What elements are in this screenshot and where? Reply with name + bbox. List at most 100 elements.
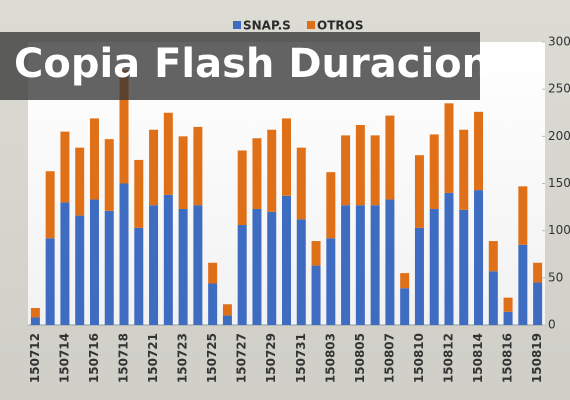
bar-segment (149, 129, 159, 206)
bar-segment (252, 208, 262, 325)
x-tick-label: 150727 (235, 333, 249, 383)
bar-segment (193, 126, 203, 206)
x-tick-label: 150729 (264, 333, 278, 383)
bar-segment (104, 139, 114, 211)
x-tick-label: 150714 (57, 333, 71, 383)
bar-segment (30, 317, 40, 325)
chart-title: Copia Flash Duracion (14, 41, 490, 87)
x-tick-label: 150814 (471, 333, 485, 383)
bar-segment (163, 112, 173, 195)
legend-swatch (233, 21, 241, 29)
bar-segment (178, 136, 188, 209)
bar-segment (119, 70, 129, 184)
x-tick-label: 150805 (353, 333, 367, 383)
bar-segment (370, 135, 380, 206)
x-tick-label: 150810 (412, 333, 426, 383)
bar-segment (45, 171, 55, 239)
bar-segment (104, 210, 114, 325)
bar-segment (149, 205, 159, 325)
y-tick-label: 300 (548, 35, 570, 49)
bar-segment (60, 131, 70, 203)
bar-segment (459, 129, 469, 210)
bar-segment (178, 208, 188, 325)
y-tick-label: 50 (548, 270, 563, 284)
bar-segment (385, 199, 395, 325)
x-tick-label: 150718 (117, 333, 131, 383)
bar-segment (267, 211, 277, 325)
bar-segment (400, 288, 410, 325)
bar-segment (355, 125, 365, 206)
bar-segment (474, 111, 484, 191)
bar-segment (533, 282, 543, 325)
bar-segment (414, 227, 424, 325)
bar-segment (163, 194, 173, 325)
bar-segment (267, 129, 277, 212)
bar-segment (208, 262, 218, 284)
bar-segment (341, 205, 351, 325)
bar-segment (237, 150, 247, 226)
bar-segment (282, 195, 291, 325)
bar-segment (326, 238, 336, 325)
title-overlay (0, 32, 480, 100)
bar-segment (488, 271, 498, 325)
bar-segment (444, 103, 454, 193)
x-tick-label: 150716 (87, 333, 101, 383)
bar-segment (385, 115, 395, 200)
bar-segment (30, 308, 40, 318)
bar-segment (533, 262, 543, 283)
bar-segment (296, 219, 306, 325)
bar-segment (414, 155, 424, 228)
bar-segment (134, 227, 144, 325)
bar-segment (193, 205, 203, 325)
x-tick-label: 150812 (441, 333, 455, 383)
bar-segment (503, 297, 513, 312)
legend-swatch (307, 21, 315, 29)
bar-segment (474, 190, 484, 325)
x-tick-label: 150731 (294, 333, 308, 383)
bar-segment (282, 118, 291, 196)
bar-segment (252, 138, 262, 209)
bar-segment (518, 186, 528, 245)
bar-segment (311, 241, 321, 266)
legend-label: OTROS (317, 19, 363, 33)
x-tick-label: 150712 (28, 333, 42, 383)
y-tick-label: 250 (548, 82, 570, 96)
x-tick-label: 150807 (382, 333, 396, 383)
x-tick-label: 150723 (176, 333, 190, 383)
x-tick-label: 150725 (205, 333, 219, 383)
bar-segment (355, 205, 365, 325)
bar-segment (60, 202, 70, 325)
bar-segment (370, 205, 380, 325)
bar-segment (75, 215, 85, 325)
x-tick-label: 150819 (530, 333, 544, 383)
bar-segment (341, 135, 351, 206)
bar-segment (208, 283, 218, 325)
y-tick-label: 150 (548, 176, 570, 190)
bar-segment (296, 147, 306, 220)
bar-segment (429, 208, 439, 325)
bar-segment (119, 183, 129, 325)
bar-segment (503, 311, 513, 325)
x-tick-label: 150816 (501, 333, 515, 383)
y-tick-label: 200 (548, 129, 570, 143)
legend-label: SNAP.S (243, 19, 291, 33)
bar-segment (89, 118, 99, 200)
y-tick-label: 100 (548, 223, 570, 237)
bar-segment (429, 134, 439, 209)
bar-segment (400, 273, 410, 289)
bar-segment (518, 244, 528, 325)
bar-segment (45, 238, 55, 325)
bar-segment (75, 147, 85, 216)
bar-segment (222, 315, 232, 325)
bar-segment (459, 209, 469, 325)
bar-segment (444, 192, 454, 325)
bar-segment (311, 265, 321, 325)
x-tick-label: 150803 (323, 333, 337, 383)
bar-segment (134, 159, 144, 228)
bar-segment (237, 225, 247, 325)
bar-segment (222, 304, 232, 316)
x-tick-label: 150721 (146, 333, 160, 383)
y-tick-label: 0 (548, 318, 556, 332)
bar-segment (488, 241, 498, 272)
